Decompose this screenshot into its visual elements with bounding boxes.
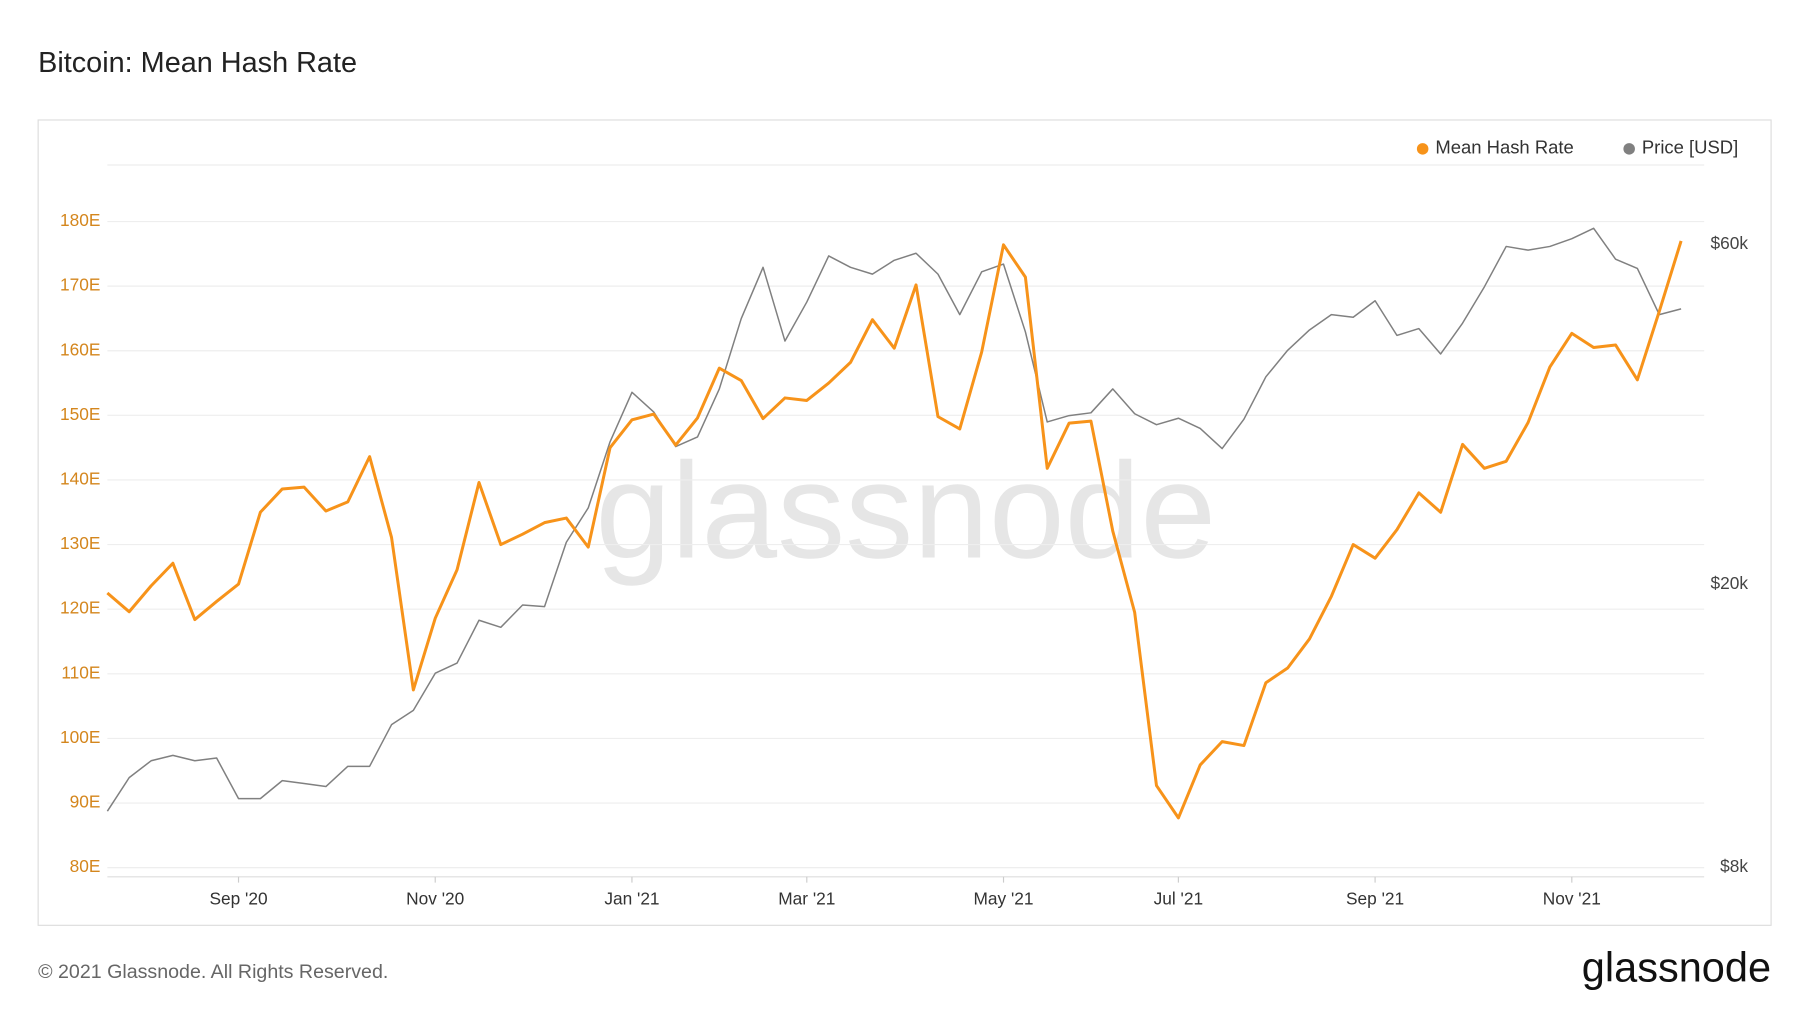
- y2-tick-label: $60k: [1710, 233, 1748, 253]
- y2-tick-label: $20k: [1710, 573, 1748, 593]
- x-tick-label: May '21: [974, 888, 1034, 908]
- plot-frame: [37, 119, 1772, 926]
- x-tick-label: Jul '21: [1154, 888, 1203, 908]
- watermark: glassnode: [595, 434, 1216, 586]
- footer: © 2021 Glassnode. All Rights Reserved.: [38, 961, 388, 983]
- y-tick-label: 180E: [60, 210, 100, 230]
- y-tick-label: 150E: [60, 404, 100, 424]
- y-tick-label: 80E: [70, 856, 101, 876]
- y2-tick-label: $8k: [1720, 856, 1748, 876]
- y-tick-label: 90E: [70, 792, 101, 812]
- legend-label: Price [USD]: [1642, 137, 1738, 158]
- legend-marker: [1623, 143, 1635, 155]
- x-tick-label: Nov '21: [1543, 888, 1601, 908]
- y-tick-label: 170E: [60, 275, 100, 295]
- legend-marker: [1416, 143, 1429, 155]
- y-tick-label: 160E: [60, 339, 100, 359]
- x-tick-label: Sep '20: [209, 888, 267, 908]
- legend-label: Mean Hash Rate: [1435, 137, 1573, 158]
- x-tick-label: Jan '21: [604, 888, 659, 908]
- logo: glassnode: [1582, 943, 1771, 990]
- x-tick-label: Nov '20: [406, 888, 464, 908]
- chart-title: Bitcoin: Mean Hash Rate: [38, 47, 357, 79]
- y-tick-label: 140E: [60, 469, 100, 489]
- series-line: [106, 240, 1683, 820]
- y-tick-label: 120E: [60, 598, 100, 618]
- x-tick-label: Sep '21: [1346, 888, 1404, 908]
- series-line: [106, 227, 1682, 812]
- y-tick-label: 130E: [60, 533, 100, 553]
- y-tick-label: 100E: [60, 727, 100, 747]
- x-tick-label: Mar '21: [778, 888, 835, 908]
- y-tick-label: 110E: [61, 662, 100, 682]
